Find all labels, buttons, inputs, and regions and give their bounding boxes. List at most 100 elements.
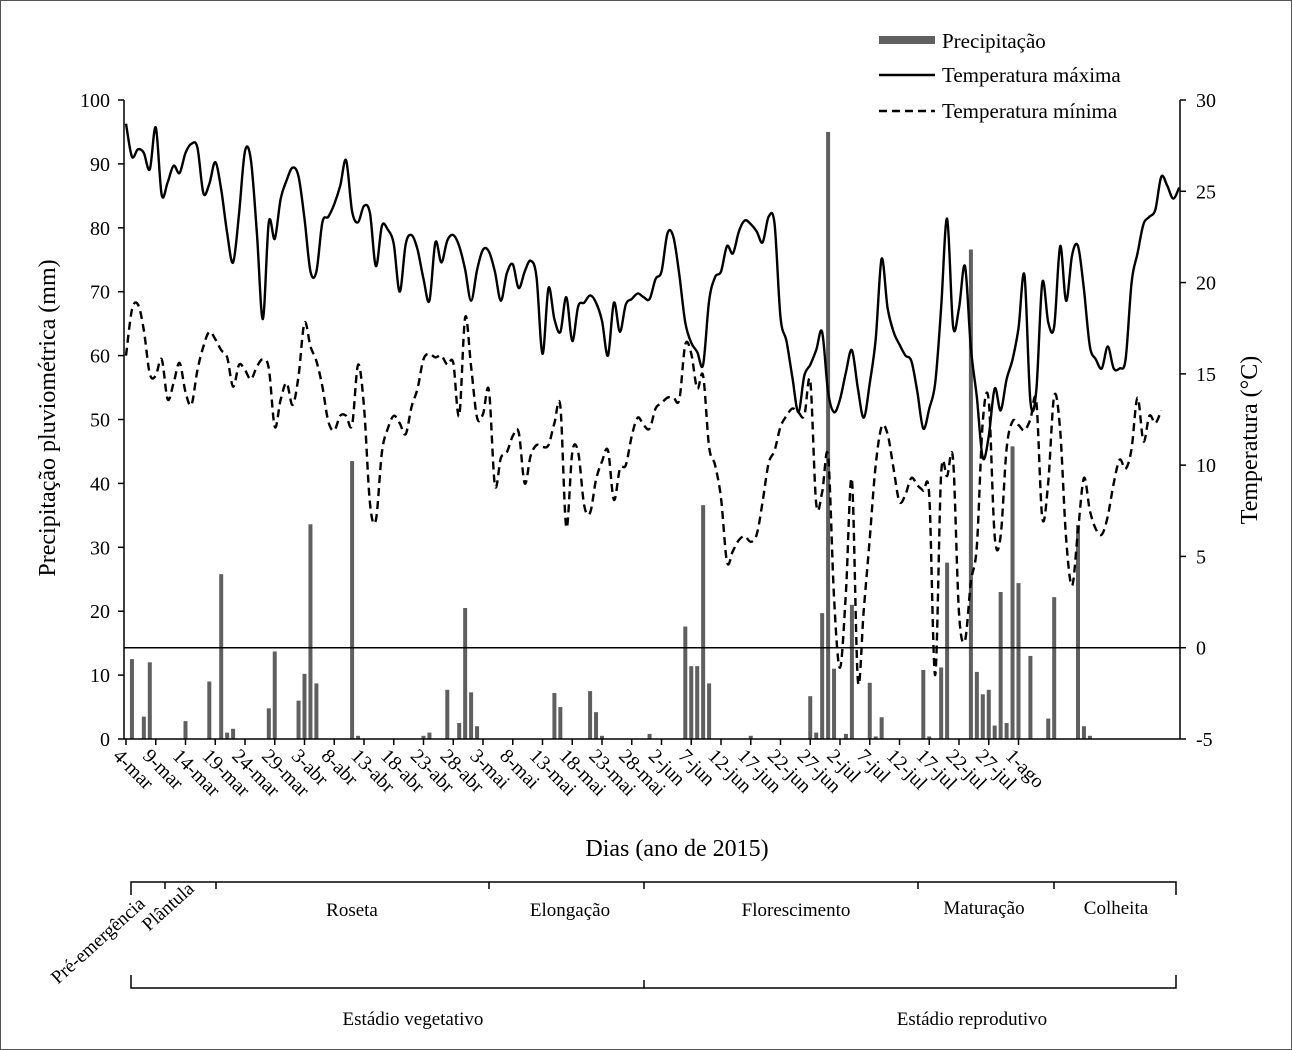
precipitation-bar: [980, 694, 985, 739]
legend-label-precipitation: Precipitação: [942, 29, 1046, 53]
precipitation-bar: [302, 673, 307, 739]
precipitation-bar: [820, 613, 825, 739]
precipitation-bar: [296, 700, 301, 739]
precipitation-bar: [998, 592, 1003, 739]
precipitation-bar: [808, 696, 813, 739]
precipitation-bar: [695, 666, 700, 739]
precipitation-bar: [129, 659, 134, 739]
precipitation-bar: [647, 733, 652, 739]
precipitation-bar: [445, 689, 450, 739]
precipitation-bar: [707, 683, 712, 739]
y-right-tick-label: 25: [1196, 181, 1216, 203]
precipitation-bar: [1081, 726, 1086, 739]
stage-label-elongacao: Elongação: [530, 900, 610, 921]
x-axis-title: Dias (ano de 2015): [585, 836, 768, 862]
precipitation-bar: [469, 692, 474, 739]
precipitation-bar: [945, 562, 950, 739]
y-left-tick-label: 80: [90, 218, 110, 240]
y-left-tick-label: 10: [90, 665, 110, 687]
y-left-tick-label: 20: [90, 601, 110, 623]
precipitation-bar: [986, 689, 991, 739]
stage-label-pre-emergencia: Pré-emergência: [47, 893, 150, 989]
precipitation-bar: [849, 604, 854, 739]
y-right-tick-label: -5: [1196, 729, 1213, 751]
y-left-tick-label: 40: [90, 473, 110, 495]
precipitation-bar: [308, 524, 313, 739]
y-axis-left-title: Precipitação pluviométrica (mm): [35, 259, 61, 576]
precipitation-bar: [457, 723, 462, 739]
precipitation-bar: [350, 461, 355, 739]
legend-label-tmin: Temperatura mínima: [942, 99, 1118, 123]
y-left-tick-label: 100: [80, 90, 110, 112]
precipitation-bar: [421, 735, 426, 739]
stage-label-roseta: Roseta: [326, 900, 378, 921]
precipitation-bar: [266, 708, 271, 739]
y-left-tick-label: 30: [90, 537, 110, 559]
precipitation-bar: [1052, 597, 1057, 739]
precipitation-bar: [826, 131, 831, 739]
y-left-tick-label: 0: [100, 729, 110, 751]
precipitation-bar: [225, 732, 230, 739]
precipitation-bar: [552, 692, 557, 739]
precipitation-bar: [968, 249, 973, 739]
y-axis-right-title: Temperatura (°C): [1237, 356, 1263, 525]
y-left-tick-label: 60: [90, 346, 110, 368]
precipitation-bar: [272, 651, 277, 739]
tmax-line: [124, 123, 1180, 461]
precipitation-bar: [832, 668, 837, 739]
precipitation-bar: [867, 682, 872, 739]
precipitation-bar: [219, 574, 224, 739]
precipitation-bar: [475, 726, 480, 739]
precipitation-bar: [1046, 718, 1051, 739]
precipitation-bar: [183, 721, 188, 739]
y-left-tick-label: 50: [90, 410, 110, 432]
precipitation-bar: [231, 728, 236, 739]
precipitation-bar: [463, 608, 468, 739]
precipitation-bar: [558, 707, 563, 739]
precipitation-bar: [1016, 583, 1021, 739]
precipitation-bar: [689, 666, 694, 739]
stage-label-colheita: Colheita: [1084, 898, 1149, 919]
precipitation-bar: [992, 725, 997, 739]
tmin-line: [124, 301, 1163, 686]
stage-label-maturacao: Maturação: [943, 898, 1024, 919]
precipitation-bar: [147, 662, 152, 739]
precipitation-bar: [594, 712, 599, 739]
y-right-tick-label: 10: [1196, 455, 1216, 477]
y-right-tick-label: 20: [1196, 273, 1216, 295]
precipitation-bar: [1087, 735, 1092, 739]
precipitation-bar: [1028, 655, 1033, 739]
legend-swatch-precipitation: [879, 36, 935, 44]
y-left-tick-label: 90: [90, 154, 110, 176]
y-right-tick-label: 0: [1196, 638, 1206, 660]
precipitation-bar: [974, 671, 979, 739]
legend: Precipitação Temperatura máxima Temperat…: [879, 29, 1121, 123]
phase-label-vegetativo: Estádio vegetativo: [343, 1009, 484, 1030]
precipitation-bar: [879, 717, 884, 739]
precipitation-bar: [1076, 524, 1080, 739]
stage-label-florescimento: Florescimento: [742, 900, 851, 921]
precipitation-bar: [588, 691, 593, 739]
y-right-tick-label: 5: [1196, 546, 1206, 568]
precipitation-bar: [427, 732, 432, 739]
growth-stages: Pré-emergência Plântula Roseta Elongação…: [47, 878, 1177, 1030]
precipitation-bars: [129, 131, 1092, 739]
precipitation-bar: [843, 733, 848, 739]
y-left-tick-label: 70: [90, 282, 110, 304]
precipitation-bar: [314, 683, 319, 739]
precipitation-bar: [921, 669, 926, 739]
precipitation-bar: [600, 735, 604, 739]
legend-label-tmax: Temperatura máxima: [942, 63, 1121, 87]
precipitation-bar: [939, 667, 944, 739]
precipitation-bar: [927, 736, 932, 739]
precipitation-bar: [873, 736, 878, 739]
precipitation-bar: [701, 505, 706, 739]
y-right-tick-label: 15: [1196, 364, 1216, 386]
precipitation-bar: [207, 681, 212, 739]
precipitation-bar: [1004, 723, 1009, 739]
y-right-tick-label: 30: [1196, 90, 1216, 112]
phase-label-reprodutivo: Estádio reprodutivo: [897, 1009, 1047, 1030]
precipitation-bar: [356, 735, 361, 739]
precipitation-bar: [748, 735, 753, 739]
precipitation-bar: [141, 716, 146, 739]
